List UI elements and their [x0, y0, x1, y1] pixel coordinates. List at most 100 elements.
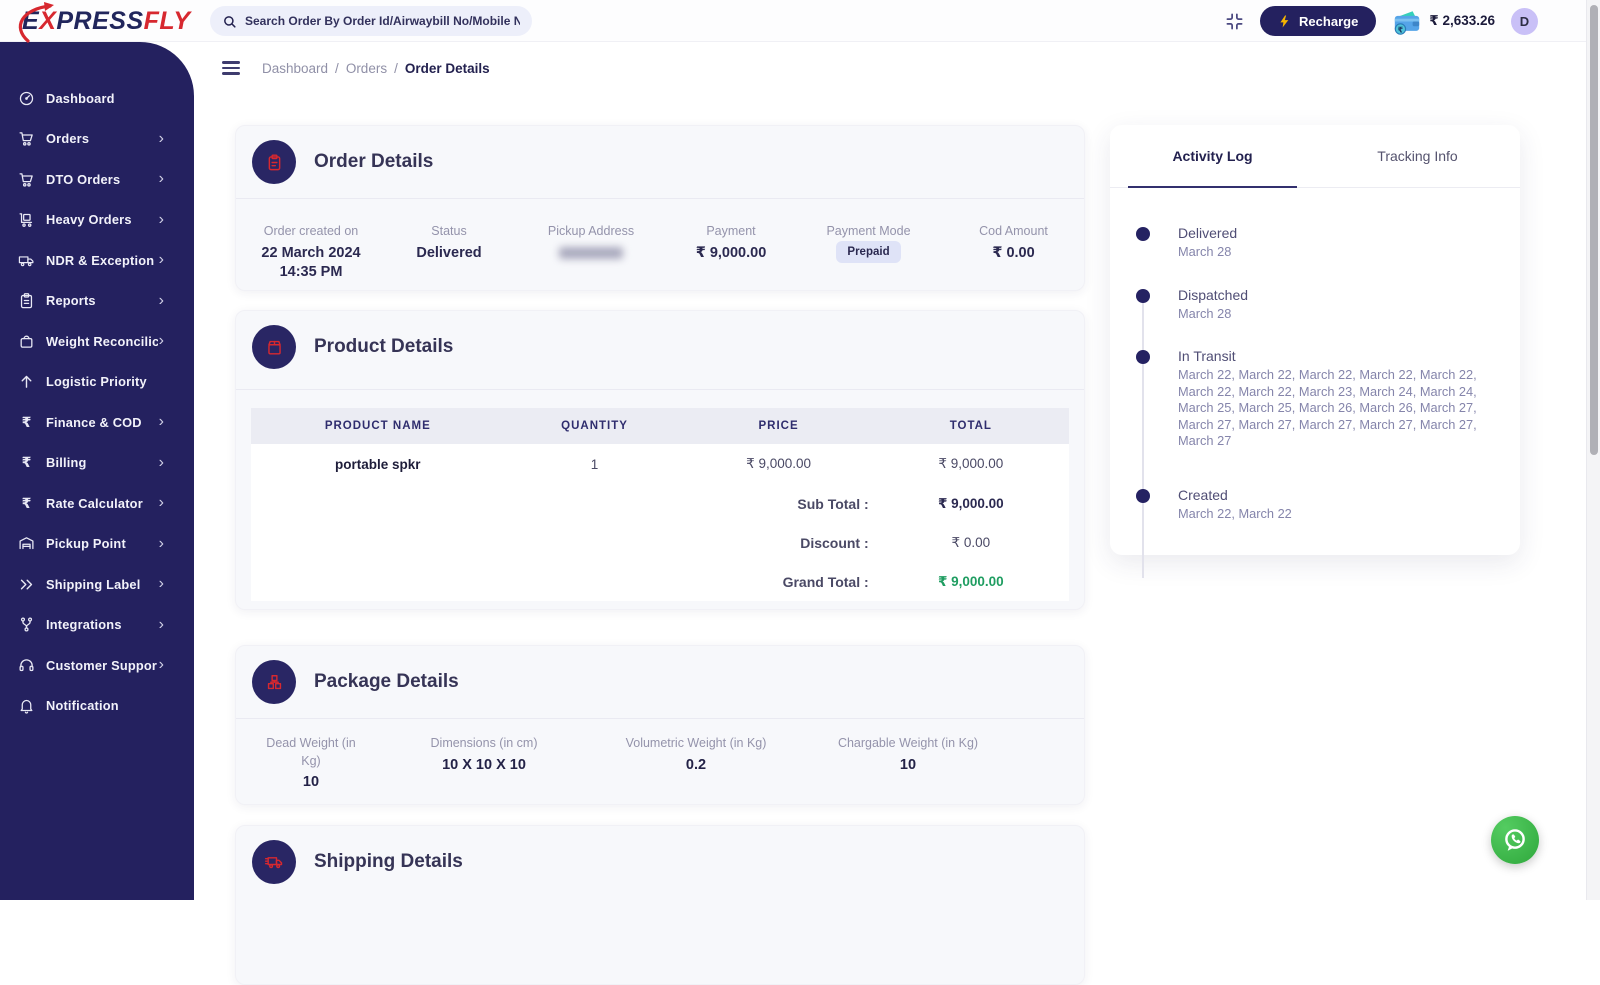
recharge-button[interactable]: Recharge — [1260, 6, 1376, 36]
order-details-card: Order Details Order created on 22 March … — [235, 125, 1085, 291]
order-details-icon — [252, 140, 296, 184]
cart-icon — [18, 130, 35, 147]
branch-icon — [18, 616, 35, 633]
sidebar-item-notification[interactable]: Notification — [0, 686, 194, 727]
product-table: PRODUCT NAME QUANTITY PRICE TOTAL portab… — [251, 408, 1069, 601]
chevron-right-icon: › — [159, 495, 164, 511]
chevron-right-icon: › — [159, 252, 164, 268]
sidebar-item-ndr-exception[interactable]: NDR & Exception › — [0, 240, 194, 281]
chevron-right-icon: › — [159, 171, 164, 187]
brand-logo[interactable]: EXPRESSFLY — [22, 7, 191, 36]
product-details-card: Product Details PRODUCT NAME QUANTITY PR… — [235, 310, 1085, 610]
sidebar-item-pickup-point[interactable]: Pickup Point › — [0, 524, 194, 565]
wallet-balance: ₹ 2,633.26 — [1429, 13, 1495, 29]
breadcrumb-separator: / — [335, 61, 339, 76]
payment-field: Payment ₹ 9,000.00 — [676, 224, 786, 282]
menu-toggle-icon[interactable] — [222, 61, 240, 74]
whatsapp-button[interactable] — [1491, 816, 1539, 864]
search-input[interactable] — [245, 14, 520, 28]
timeline-entry-in-transit: In Transit March 22, March 22, March 22,… — [1136, 347, 1496, 450]
dead-weight-field: Dead Weight (in Kg) 10 — [256, 735, 366, 790]
warehouse-icon — [18, 535, 35, 552]
topbar: EXPRESSFLY Recharge — [0, 0, 1600, 42]
wallet-icon: ₹ — [1392, 8, 1422, 35]
chargable-weight-field: Chargable Weight (in Kg) 10 — [818, 735, 998, 790]
cod-amount-field: Cod Amount ₹ 0.00 — [951, 224, 1076, 282]
scrollbar-thumb[interactable] — [1590, 5, 1598, 455]
package-details-card: Package Details Dead Weight (in Kg) 10 D… — [235, 645, 1085, 805]
product-details-title: Product Details — [314, 336, 453, 358]
clipboard-icon — [18, 292, 35, 309]
sidebar-item-reports[interactable]: Reports › — [0, 281, 194, 322]
double-chevron-icon — [18, 576, 35, 593]
activity-panel: Activity Log Tracking Info Delivered Mar… — [1110, 125, 1520, 555]
chevron-right-icon: › — [159, 617, 164, 633]
sidebar-item-logistic-priority[interactable]: Logistic Priority — [0, 362, 194, 403]
product-details-icon — [252, 325, 296, 369]
breadcrumb-current: Order Details — [405, 61, 490, 76]
sidebar-item-billing[interactable]: ₹ Billing › — [0, 443, 194, 484]
headset-icon — [18, 657, 35, 674]
sidebar: Dashboard Orders › DTO Orders › Heavy Or… — [0, 42, 194, 900]
payment-mode-field: Payment Mode Prepaid — [811, 224, 926, 282]
shipping-details-icon — [252, 840, 296, 884]
sidebar-item-rate-calculator[interactable]: ₹ Rate Calculator › — [0, 483, 194, 524]
sidebar-item-orders[interactable]: Orders › — [0, 119, 194, 160]
breadcrumb-dashboard[interactable]: Dashboard — [262, 61, 328, 76]
logo-swoosh-icon — [14, 1, 72, 45]
whatsapp-icon — [1500, 825, 1530, 855]
cart-icon — [18, 171, 35, 188]
sidebar-item-weight-reconciliation[interactable]: Weight Reconcilic › — [0, 321, 194, 362]
collapse-icon[interactable] — [1225, 12, 1244, 31]
chevron-right-icon: › — [159, 131, 164, 147]
scrollbar-track[interactable] — [1586, 0, 1600, 900]
sidebar-item-heavy-orders[interactable]: Heavy Orders › — [0, 200, 194, 241]
truck-icon — [18, 252, 35, 269]
dimensions-field: Dimensions (in cm) 10 X 10 X 10 — [404, 735, 564, 790]
trolley-icon — [18, 211, 35, 228]
rupee-icon: ₹ — [18, 495, 35, 512]
timeline-dot — [1136, 350, 1150, 364]
shipping-details-card: Shipping Details — [235, 825, 1085, 985]
order-details-title: Order Details — [314, 151, 433, 173]
search-icon — [222, 14, 237, 29]
sidebar-item-shipping-label[interactable]: Shipping Label › — [0, 564, 194, 605]
discount-row: Discount : ₹ 0.00 — [251, 523, 1069, 562]
package-details-title: Package Details — [314, 671, 459, 693]
weight-bag-icon — [18, 333, 35, 350]
global-search[interactable] — [210, 6, 532, 36]
package-details-icon — [252, 660, 296, 704]
chevron-right-icon: › — [159, 293, 164, 309]
shipping-details-title: Shipping Details — [314, 851, 463, 873]
sidebar-item-customer-support[interactable]: Customer Suppor › — [0, 645, 194, 686]
chevron-right-icon: › — [159, 657, 164, 673]
timeline-entry-dispatched: Dispatched March 28 — [1136, 286, 1496, 323]
avatar[interactable]: D — [1511, 8, 1538, 35]
chevron-right-icon: › — [159, 455, 164, 471]
tab-tracking-info[interactable]: Tracking Info — [1315, 125, 1520, 187]
order-created-field: Order created on 22 March 2024 14:35 PM — [256, 224, 366, 282]
svg-text:₹: ₹ — [1398, 25, 1404, 34]
rupee-icon: ₹ — [18, 454, 35, 471]
breadcrumb-orders[interactable]: Orders — [346, 61, 387, 76]
sidebar-item-dashboard[interactable]: Dashboard — [0, 78, 194, 119]
tab-activity-log[interactable]: Activity Log — [1110, 125, 1315, 187]
timeline-dot — [1136, 289, 1150, 303]
timeline-dot — [1136, 489, 1150, 503]
status-value: Delivered — [394, 244, 504, 263]
volumetric-weight-field: Volumetric Weight (in Kg) 0.2 — [606, 735, 786, 790]
pickup-address-redacted — [559, 247, 623, 259]
sidebar-item-integrations[interactable]: Integrations › — [0, 605, 194, 646]
chevron-right-icon: › — [159, 536, 164, 552]
sidebar-item-finance-cod[interactable]: ₹ Finance & COD › — [0, 402, 194, 443]
pickup-address-field: Pickup Address — [536, 224, 646, 282]
timeline-dot — [1136, 227, 1150, 241]
chevron-right-icon: › — [159, 333, 164, 349]
dashboard-icon — [18, 90, 35, 107]
chevron-right-icon: › — [159, 212, 164, 228]
chevron-right-icon: › — [159, 576, 164, 592]
sidebar-item-dto-orders[interactable]: DTO Orders › — [0, 159, 194, 200]
breadcrumb-separator: / — [394, 61, 398, 76]
chevron-right-icon: › — [159, 414, 164, 430]
bell-icon — [18, 697, 35, 714]
